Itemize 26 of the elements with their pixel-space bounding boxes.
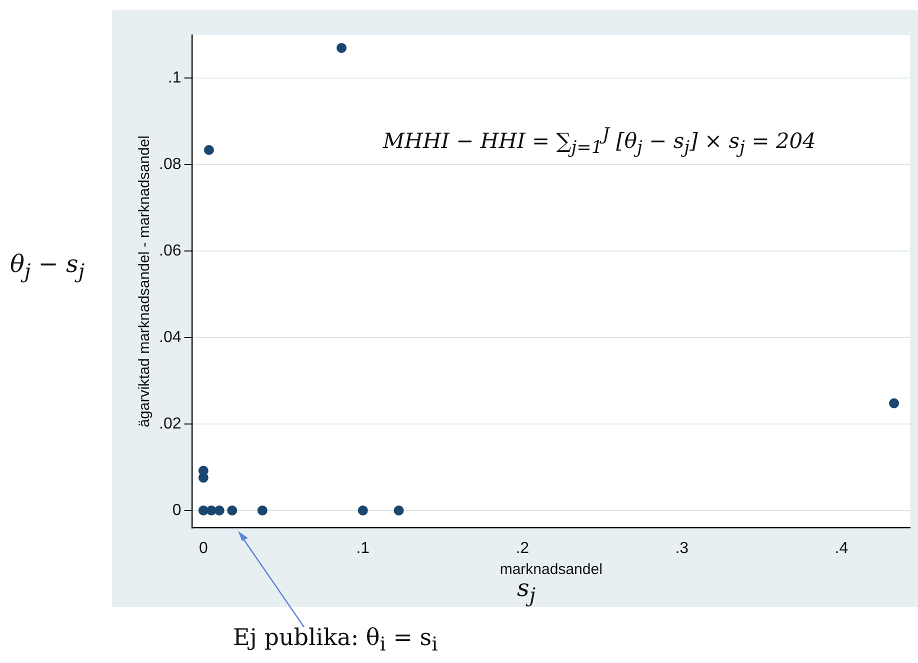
text: θ$_{j}$ − s$_{j}$ bbox=[10, 250, 85, 283]
y-tick-label: .02 bbox=[158, 415, 182, 432]
x-tick-label: .4 bbox=[834, 540, 848, 557]
point bbox=[336, 42, 347, 53]
x-tick-label: .3 bbox=[675, 540, 689, 557]
point bbox=[206, 506, 216, 516]
point bbox=[198, 506, 208, 516]
y-tick-label: .08 bbox=[158, 156, 182, 174]
y-tick-label: .1 bbox=[168, 70, 182, 87]
y-axis-title: ägarviktad marknadsandel - marknadsandel bbox=[136, 135, 154, 428]
point bbox=[889, 398, 900, 408]
y-tick-label: .04 bbox=[158, 329, 182, 346]
x-tick-label: .1 bbox=[356, 540, 370, 557]
point bbox=[358, 506, 368, 516]
y-tick-label: .06 bbox=[158, 242, 182, 260]
point bbox=[227, 506, 238, 516]
text: MHHI − HHI = ∑$_{j=1}$$^{J}$ [θ$_{j}$ − s$_{j}$] × s$_{j}$ = 204 bbox=[383, 125, 816, 158]
point bbox=[257, 506, 268, 516]
point bbox=[214, 506, 224, 516]
text: Ej publika: θ$_{i}$ = s$_{i}$ bbox=[233, 625, 438, 656]
y-tick-label: 0 bbox=[172, 502, 182, 519]
point bbox=[204, 144, 214, 155]
point bbox=[394, 506, 404, 516]
x-tick-label: .2 bbox=[516, 540, 530, 557]
x-tick-label: 0 bbox=[198, 540, 208, 557]
point bbox=[198, 472, 208, 483]
